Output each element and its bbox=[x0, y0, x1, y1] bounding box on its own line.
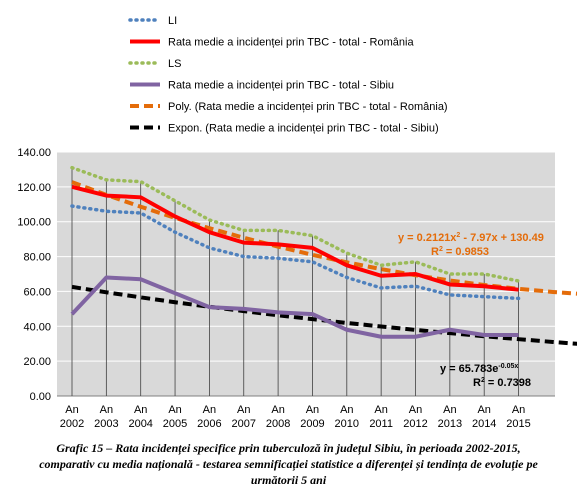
x-tick-label: 2010 bbox=[335, 418, 359, 430]
x-tick-label: An bbox=[443, 404, 456, 416]
x-tick-label: An bbox=[203, 404, 216, 416]
trend-equations: y = 0.2121x2​ - 7.97x + 130.49 R2​ = 0.98… bbox=[398, 232, 544, 389]
x-tick-label: 2014 bbox=[472, 418, 496, 430]
x-tick-label: 2015 bbox=[506, 418, 530, 430]
x-tick-label: An bbox=[168, 404, 181, 416]
y-tick-label: 100.00 bbox=[17, 217, 51, 229]
trend-equation-poly: R2​ = 0.9853 bbox=[431, 246, 489, 258]
caption-line-3: următorii 5 ani bbox=[250, 473, 327, 487]
x-tick-label: An bbox=[100, 404, 113, 416]
x-tick-label: An bbox=[65, 404, 78, 416]
x-tick-label: 2011 bbox=[369, 418, 393, 430]
series-ls-line bbox=[70, 165, 521, 283]
x-tick-label: 2005 bbox=[163, 418, 187, 430]
legend-label: Expon. (Rata medie a incidenței prin TBC… bbox=[168, 123, 439, 135]
x-tick-label: An bbox=[237, 404, 250, 416]
caption-line-1: Grafic 15 – Rata incidenței specifice pr… bbox=[56, 441, 521, 455]
x-tick-label: An bbox=[512, 404, 525, 416]
y-tick-label: 40.00 bbox=[23, 321, 51, 333]
legend-label: Poly. (Rata medie a incidenței prin TBC … bbox=[168, 101, 448, 113]
x-tick-label: 2002 bbox=[60, 418, 84, 430]
y-tick-label: 120.00 bbox=[17, 182, 51, 194]
x-tick-label: An bbox=[306, 404, 319, 416]
trend-equation-poly: y = 0.2121x2​ - 7.97x + 130.49 bbox=[398, 232, 544, 244]
x-tick-label: 2003 bbox=[94, 418, 118, 430]
x-tick-label: An bbox=[374, 404, 387, 416]
trend-exponential-line bbox=[71, 284, 577, 346]
x-tick-label: An bbox=[409, 404, 422, 416]
legend-label: LS bbox=[168, 58, 181, 70]
x-tick-label: 2004 bbox=[128, 418, 152, 430]
legend: LI Rata medie a incidenței prin TBC - tot… bbox=[128, 15, 448, 135]
legend-label: Rata medie a incidenței prin TBC - total… bbox=[168, 80, 394, 92]
x-tick-label: 2006 bbox=[197, 418, 221, 430]
x-tick-label: 2008 bbox=[266, 418, 290, 430]
tb-incidence-chart: 0.00 20.00 40.00 60.00 80.00 100.00 120.00 140.… bbox=[17, 15, 577, 430]
x-tick-label: 2007 bbox=[232, 418, 256, 430]
y-tick-label: 0.00 bbox=[30, 391, 51, 403]
grid-lines bbox=[57, 151, 555, 397]
x-tick-label: 2012 bbox=[403, 418, 427, 430]
figure-caption: Grafic 15 – Rata incidenței specifice pr… bbox=[0, 440, 577, 488]
x-tick-label: An bbox=[340, 404, 353, 416]
series-li-line bbox=[70, 204, 521, 301]
series-rata-medie-a-inciden-ei-prin-tbc-total-rom-nia-line bbox=[71, 184, 519, 292]
x-tick-label: An bbox=[271, 404, 284, 416]
y-tick-label: 140.00 bbox=[17, 147, 51, 159]
series-lines bbox=[70, 165, 577, 346]
x-tick-label: An bbox=[134, 404, 147, 416]
x-tick-label: An bbox=[477, 404, 490, 416]
x-tick-label: 2013 bbox=[438, 418, 462, 430]
caption-line-2: comparativ cu media națională - testarea… bbox=[39, 457, 538, 471]
trend-equation-expon: R2​ = 0.7398 bbox=[473, 377, 531, 389]
y-tick-label: 80.00 bbox=[23, 252, 51, 264]
series-rata-medie-a-inciden-ei-prin-tbc-total-sibiu-line bbox=[70, 275, 519, 339]
y-tick-label: 60.00 bbox=[23, 286, 51, 298]
x-tick-label: 2009 bbox=[300, 418, 324, 430]
y-axis-ticks: 0.00 20.00 40.00 60.00 80.00 100.00 120.00 140.… bbox=[17, 147, 51, 403]
legend-label: LI bbox=[168, 15, 177, 27]
trend-equation-expon: y = 65.783e-0.05x​ bbox=[440, 363, 518, 375]
legend-label: Rata medie a incidenței prin TBC - total… bbox=[168, 37, 414, 49]
y-tick-label: 20.00 bbox=[23, 356, 51, 368]
x-axis-ticks: An 2002 An 2003 An 2004 An 2005 An 2006 An 2007 An 20… bbox=[60, 404, 531, 430]
